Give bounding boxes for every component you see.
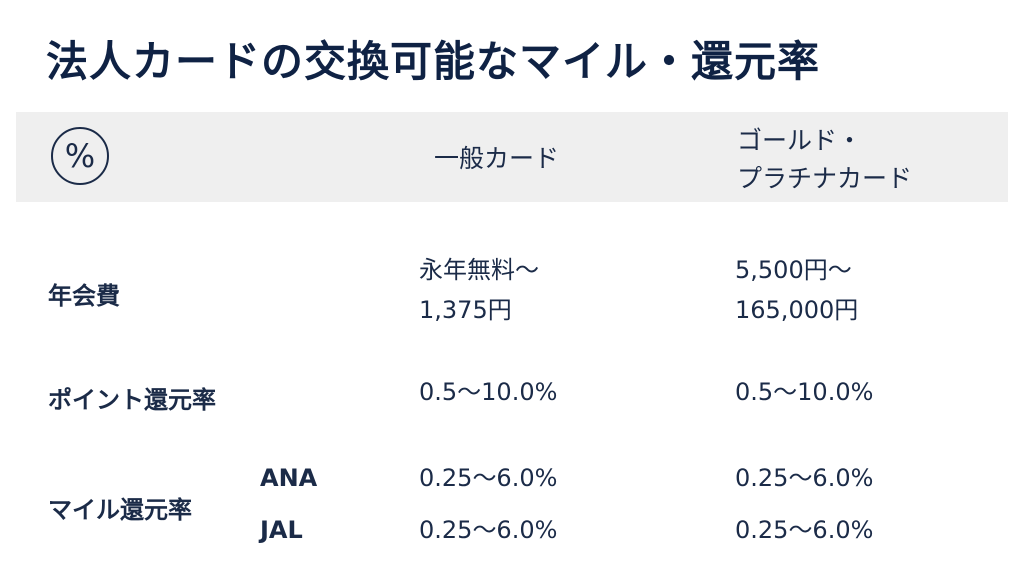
annual-fee-gold-line1: 5,500円～	[735, 256, 852, 284]
column-header-gold-line2: プラチナカード	[737, 164, 913, 193]
page-title: 法人カードの交換可能なマイル・還元率	[46, 37, 821, 86]
point-rate-general: 0.5～10.0%	[419, 378, 558, 406]
annual-fee-general-line1: 永年無料～	[419, 256, 539, 284]
row-label-annual-fee: 年会費	[48, 282, 120, 310]
column-header-gold-platinum: ゴールド・ プラチナカード	[737, 122, 912, 198]
row-label-point-rate: ポイント還元率	[48, 386, 216, 414]
mile-jal-gold: 0.25～6.0%	[735, 516, 874, 544]
point-rate-gold: 0.5～10.0%	[735, 378, 874, 406]
annual-fee-gold-line2: 165,000円	[735, 296, 859, 324]
percent-circle-icon: %	[51, 127, 109, 185]
table-header-band	[16, 112, 1008, 202]
mile-jal-general: 0.25～6.0%	[419, 516, 558, 544]
row-label-mile-rate: マイル還元率	[48, 496, 192, 524]
svg-text:%: %	[65, 137, 95, 175]
annual-fee-general: 永年無料～ 1,375円	[419, 250, 539, 330]
annual-fee-general-line2: 1,375円	[419, 296, 512, 324]
column-header-gold-line1: ゴールド・	[737, 126, 863, 155]
annual-fee-gold: 5,500円～ 165,000円	[735, 250, 858, 330]
mile-ana-general: 0.25～6.0%	[419, 464, 558, 492]
mile-sublabel-ana: ANA	[260, 464, 318, 492]
mile-ana-gold: 0.25～6.0%	[735, 464, 874, 492]
column-header-general: 一般カード	[434, 144, 560, 173]
mile-sublabel-jal: JAL	[260, 516, 303, 544]
